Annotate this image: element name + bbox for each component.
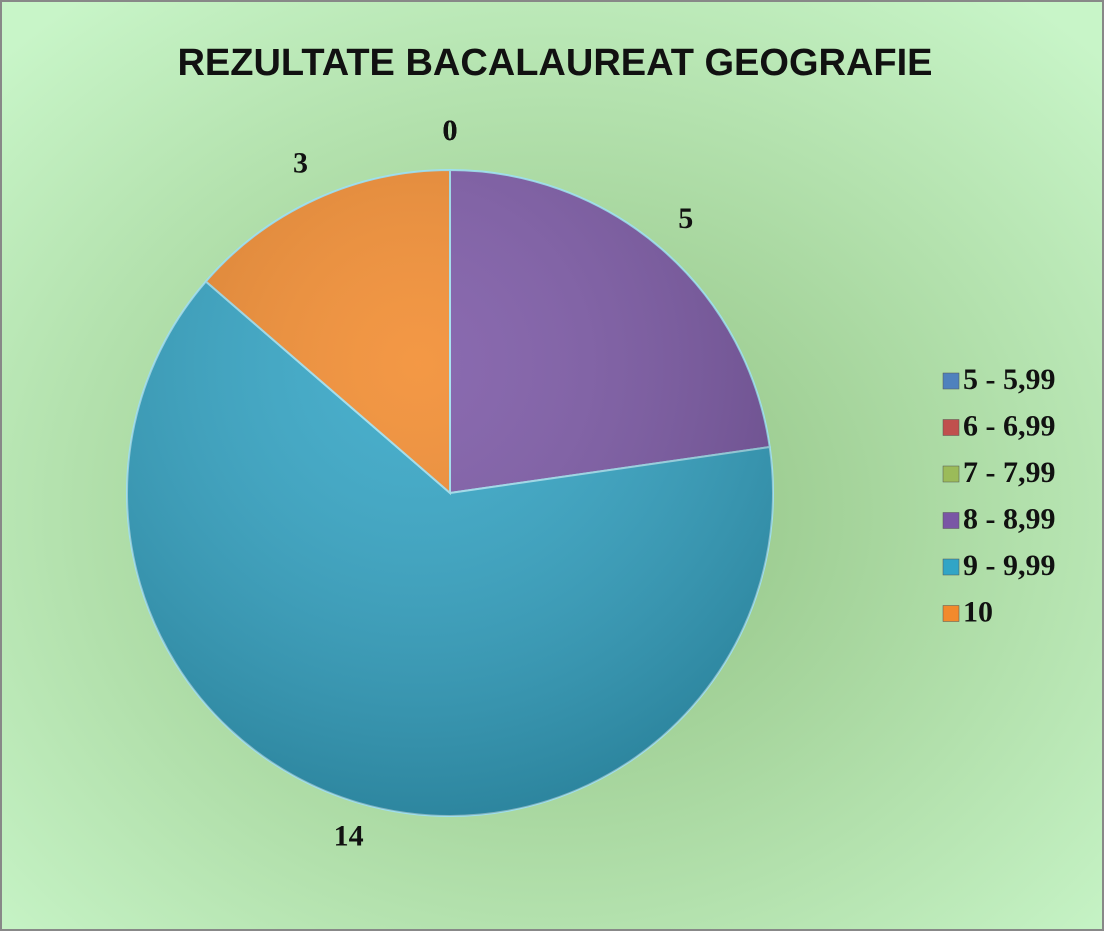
- legend-label: 8 - 8,99: [963, 502, 1056, 535]
- data-label: 0: [443, 114, 458, 147]
- legend-label: 10: [963, 595, 993, 628]
- data-label: 14: [334, 819, 364, 852]
- legend-swatch: [942, 419, 960, 436]
- chart-title: REZULTATE BACALAUREAT GEOGRAFIE: [177, 42, 932, 84]
- legend-swatch: [942, 605, 960, 622]
- legend-label: 9 - 9,99: [963, 549, 1056, 582]
- legend-swatch: [942, 465, 960, 483]
- data-label: 0: [443, 114, 458, 147]
- legend-label: 7 - 7,99: [963, 456, 1056, 489]
- legend-swatch: [942, 372, 960, 390]
- legend-label: 5 - 5,99: [963, 363, 1056, 396]
- legend-label: 6 - 6,99: [963, 409, 1056, 442]
- legend-swatch: [942, 512, 960, 529]
- data-label: 3: [293, 146, 308, 179]
- legend-swatch: [942, 558, 960, 576]
- data-label: 5: [678, 202, 693, 235]
- data-label: 0: [443, 114, 458, 147]
